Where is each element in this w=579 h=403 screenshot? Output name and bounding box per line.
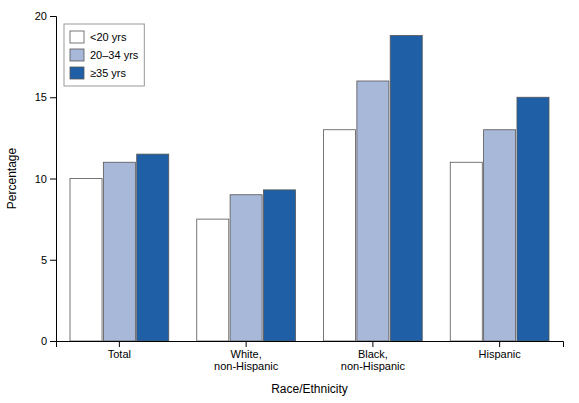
- bar: [450, 162, 482, 341]
- tick-label-line: Black,: [358, 348, 388, 360]
- bar: [357, 81, 389, 341]
- legend: <20 yrs 20–34 yrs ≥35 yrs: [64, 24, 144, 86]
- chart-container: 05101520TotalWhite,non-HispanicBlack,non…: [0, 0, 579, 403]
- tick-label: Black,non-Hispanic: [341, 348, 406, 373]
- bar: [137, 154, 169, 341]
- legend-swatch: [70, 49, 84, 61]
- tick-label: Hispanic: [479, 348, 522, 360]
- y-axis: 0 5 10 15 20: [35, 10, 57, 347]
- tick-label: White,non-Hispanic: [214, 348, 279, 373]
- tick-label: 20: [35, 10, 47, 22]
- legend-item: <20 yrs: [70, 31, 127, 43]
- tick-label-line: Total: [108, 348, 131, 360]
- tick-mark: [50, 97, 56, 98]
- y-tick: 10: [35, 173, 56, 185]
- legend-swatch: [70, 31, 84, 43]
- legend-label: ≥35 yrs: [90, 67, 126, 79]
- tick-mark: [50, 179, 56, 180]
- bar-series: [103, 81, 515, 341]
- axis-domain: [50, 17, 57, 342]
- tick-mark: [499, 341, 500, 347]
- x-tick: Black,non-Hispanic: [341, 341, 406, 372]
- legend-box: [64, 24, 144, 86]
- bar: [324, 130, 356, 341]
- y-axis-title: Percentage: [5, 147, 19, 209]
- y-tick: 15: [35, 91, 56, 103]
- legend-item: 20–34 yrs: [70, 49, 139, 61]
- tick-mark: [372, 341, 373, 347]
- plot-area: 05101520TotalWhite,non-HispanicBlack,non…: [5, 10, 564, 396]
- x-tick: Total: [108, 341, 131, 360]
- legend-label: <20 yrs: [90, 31, 127, 43]
- bar: [484, 130, 516, 341]
- tick-label-line: Hispanic: [479, 348, 522, 360]
- tick-label: 15: [35, 91, 47, 103]
- tick-label: Total: [108, 348, 131, 360]
- tick-mark: [246, 341, 247, 347]
- chart-svg: 05101520TotalWhite,non-HispanicBlack,non…: [0, 0, 579, 403]
- bar: [230, 195, 262, 341]
- x-tick: White,non-Hispanic: [214, 341, 279, 372]
- x-tick: Hispanic: [479, 341, 522, 360]
- tick-mark: [50, 16, 56, 17]
- bar: [263, 190, 295, 341]
- tick-mark: [50, 260, 56, 261]
- bar: [517, 97, 549, 341]
- bar: [390, 36, 422, 342]
- bar: [70, 179, 102, 342]
- legend-item: ≥35 yrs: [70, 67, 126, 79]
- x-axis-title: Race/Ethnicity: [271, 382, 348, 396]
- bar-series: [137, 36, 549, 342]
- tick-label-line: non-Hispanic: [341, 360, 406, 372]
- tick-label-line: White,: [231, 348, 262, 360]
- axis-domain: [57, 342, 564, 348]
- y-tick: 0: [41, 335, 56, 347]
- bar: [103, 162, 135, 341]
- tick-label: 5: [41, 254, 47, 266]
- bar: [197, 219, 229, 341]
- legend-label: 20–34 yrs: [90, 49, 139, 61]
- tick-label: 10: [35, 173, 47, 185]
- tick-label-line: non-Hispanic: [214, 360, 279, 372]
- tick-mark: [50, 341, 56, 342]
- x-axis: TotalWhite,non-HispanicBlack,non-Hispani…: [57, 341, 564, 372]
- y-tick: 5: [41, 254, 56, 266]
- legend-swatch: [70, 67, 84, 79]
- tick-label: 0: [41, 335, 47, 347]
- y-tick: 20: [35, 10, 56, 22]
- tick-mark: [119, 341, 120, 347]
